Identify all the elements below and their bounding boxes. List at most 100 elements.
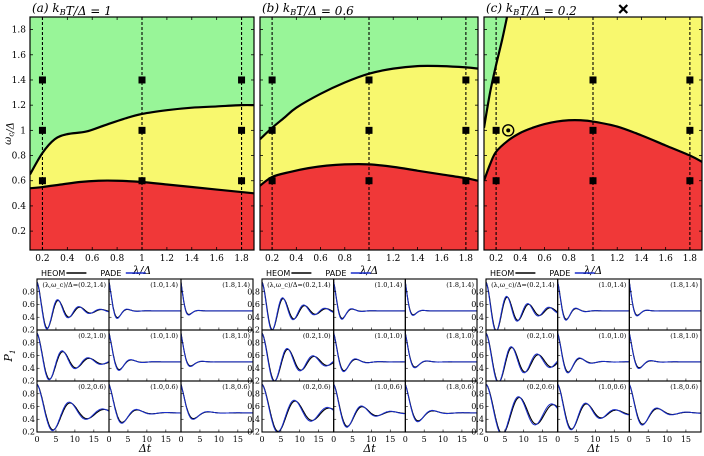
y-tick-label: 0.6: [247, 300, 260, 309]
dynamics-cell: (1.8,0.6) 0 5 10 15: [627, 380, 702, 444]
dynamics-cell: (1.0,0.6) 0 5 10 15: [106, 380, 182, 444]
y-tick-label: 0.4: [471, 364, 484, 373]
plot-area: [30, 17, 254, 250]
x-tick-label: 5: [502, 435, 507, 444]
pade-curve: [404, 333, 477, 369]
dynamics-cell: (1.8,1.0): [404, 329, 478, 382]
lower-boundary-line: [30, 179, 254, 195]
data-point: [365, 126, 373, 134]
dynamics-grid-2: HEOM PADE(λ,ω_c)/Δ=(0.2,1.4)0.20.40.60.8(…: [247, 269, 478, 455]
x-tick-label: 5: [197, 435, 202, 444]
cell-label: (1.8,1.4): [446, 281, 474, 289]
y-tick-label: 0.4: [22, 313, 35, 322]
x-tick-label: 10: [662, 435, 672, 444]
y-tick-label: 1.8: [12, 26, 27, 36]
dynamics-cell: (0.2,0.6) 0.2 0.4 0.6 0.8 0 5 10 15: [247, 380, 335, 444]
x-tick-label: 15: [89, 435, 99, 444]
pade-curve: [180, 384, 253, 420]
upper-boundary-line: [260, 64, 478, 140]
y-tick-label: 0.4: [12, 202, 27, 212]
phase-diagrams: 0.2 0.4 0.6 0.8 1 1.2 1.4 1.6 1.8 0.2 0.4 0.6 0.8 1 1.…: [3, 1, 703, 277]
y-axis-label: ωc/Δ: [3, 122, 17, 145]
y-tick-label: 0.2: [22, 326, 35, 335]
cell-label: (λ,ω_c)/Δ=(0.2,1.4): [42, 281, 106, 289]
y-tick-label: 0.4: [22, 415, 35, 424]
data-point: [238, 177, 246, 185]
x-tick-label: 10: [142, 435, 152, 444]
dynamics-panels: HEOM PADE(λ,ω_c)/Δ=(0.2,1.4)0.20.40.60.8(…: [2, 269, 702, 455]
data-point: [268, 126, 276, 134]
data-point: [589, 76, 597, 84]
pade-curve: [333, 383, 406, 428]
pade-curve: [404, 384, 477, 423]
pade-curve: [557, 333, 630, 374]
pade-curve: [36, 332, 110, 381]
dynamics-cell: (0.2,1.0) 0.2 0.4 0.6 0.8: [22, 329, 110, 386]
pade-curve: [404, 282, 477, 316]
y-tick-label: 0.8: [471, 338, 484, 347]
dynamics-cell: (1.0,1.0): [333, 329, 406, 382]
pade-curve: [485, 332, 559, 382]
y-axis-label: P1: [2, 349, 17, 362]
dynamics-cell: (1.8,0.6) 0 5 10 15: [178, 380, 254, 444]
legend-label: HEOM: [266, 269, 290, 278]
cell-label: (1.8,1.4): [222, 281, 250, 289]
x-tick-label: 1.6: [659, 254, 674, 264]
y-tick-label: 0.6: [471, 300, 484, 309]
x-tick-label: 1.4: [185, 254, 200, 264]
data-point: [238, 76, 246, 84]
x-tick-label: 0.6: [313, 254, 328, 264]
dynamics-cell: (1.8,1.0): [628, 329, 702, 382]
cell-label: (1.0,1.0): [599, 332, 627, 340]
region-wedge: [484, 17, 508, 128]
x-tick-label: 10: [70, 435, 80, 444]
data-point: [38, 76, 46, 84]
x-tick-label: 1.2: [160, 254, 174, 264]
pade-curve: [36, 281, 110, 330]
data-point: [462, 76, 470, 84]
pade-curve: [333, 282, 406, 320]
pade-curve: [180, 333, 253, 367]
pade-curve: [557, 282, 630, 321]
y-tick-label: 0.6: [471, 351, 484, 360]
heom-curve: [261, 281, 334, 331]
x-tick-label: 0.8: [562, 254, 577, 264]
x-tick-label: 10: [519, 435, 529, 444]
pade-curve: [108, 333, 181, 371]
data-point: [492, 177, 500, 185]
x-tick-label: 1.4: [410, 254, 425, 264]
cell-label: (λ,ω_c)/Δ=(0.2,1.4): [267, 281, 331, 289]
legend-label: PADE: [549, 269, 570, 278]
x-tick-label: 5: [422, 435, 427, 444]
x-axis-label: Δt: [362, 442, 376, 455]
dynamics-cell: (1.0,1.0): [557, 329, 630, 382]
cell-label: (1.8,1.0): [670, 332, 698, 340]
x-axis-label: Δt: [138, 442, 152, 455]
x-tick-label: 0: [403, 435, 408, 444]
y-tick-label: 0.6: [22, 300, 35, 309]
x-tick-label: 15: [681, 435, 691, 444]
y-tick-label: 0.2: [22, 377, 35, 386]
dynamics-grid-1: HEOM PADE(λ,ω_c)/Δ=(0.2,1.4)0.20.40.60.8(…: [2, 269, 254, 455]
pade-curve: [261, 383, 334, 433]
x-tick-label: 15: [161, 435, 171, 444]
cell-label: (0.2,0.6): [78, 383, 106, 391]
cell-label: (0.2,1.0): [527, 332, 555, 340]
y-tick-label: 0.4: [247, 364, 260, 373]
x-tick-label: 1: [139, 254, 145, 264]
cell-label: (1.8,1.0): [446, 332, 474, 340]
x-tick-label: 0.4: [513, 254, 528, 264]
y-tick-label: 0.8: [247, 338, 260, 347]
pade-curve: [333, 333, 406, 373]
x-tick-label: 0.8: [338, 254, 353, 264]
dynamics-cell: (1.0,1.4): [557, 278, 630, 331]
panel-title: (b) kBT/Δ = 0.6: [262, 1, 354, 18]
pade-curve: [485, 383, 559, 433]
y-tick-label: 0.2: [12, 227, 26, 237]
dynamics-cell: (0.2,1.0) 0.2 0.4 0.6 0.8: [247, 329, 335, 386]
x-tick-label: 15: [385, 435, 395, 444]
x-tick-label: 5: [53, 435, 58, 444]
data-point: [268, 177, 276, 185]
legend: HEOM PADE: [490, 269, 595, 278]
region-bottom: [30, 180, 254, 250]
